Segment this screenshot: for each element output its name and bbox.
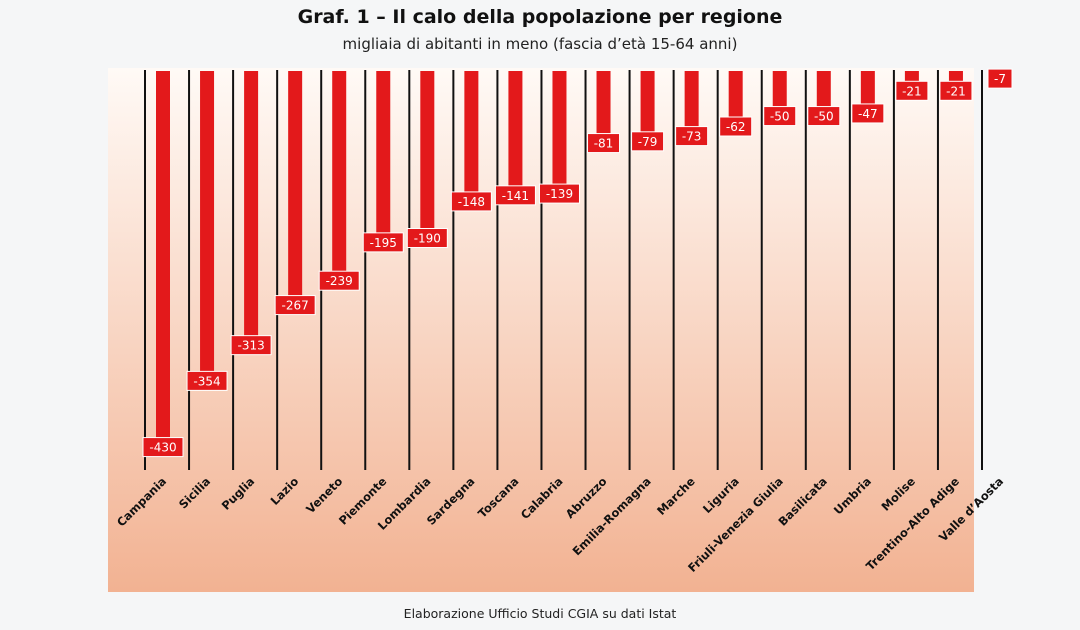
bar-veneto — [332, 71, 347, 280]
value-label: -239 — [326, 274, 353, 288]
value-label: -47 — [858, 107, 878, 121]
value-label-box — [142, 437, 184, 458]
bar-liguria — [728, 71, 743, 126]
value-label: -21 — [946, 84, 966, 98]
value-label: -139 — [546, 187, 573, 201]
value-label-box — [406, 228, 448, 249]
value-label: -141 — [502, 189, 529, 203]
value-label-box — [987, 68, 1013, 89]
value-label: -73 — [682, 130, 702, 144]
value-label: -430 — [149, 441, 176, 455]
bar-calabria — [552, 71, 567, 193]
value-label-box — [719, 116, 753, 137]
value-label: -190 — [414, 232, 441, 246]
bar-marche — [684, 71, 699, 135]
value-label-box — [675, 126, 709, 147]
bar-umbria — [860, 71, 875, 112]
value-label: -81 — [594, 137, 614, 151]
bar-basilicata — [816, 71, 831, 115]
value-label-box — [450, 191, 492, 212]
value-label-box — [807, 106, 841, 127]
value-label-box — [895, 80, 929, 101]
value-label: -79 — [638, 135, 658, 149]
value-label: -7 — [994, 72, 1006, 86]
value-label-box — [230, 335, 272, 356]
bar-sicilia — [200, 71, 215, 380]
chart-title: Graf. 1 – Il calo della popolazione per … — [297, 6, 783, 28]
value-label-box — [274, 295, 316, 316]
bar-friuli-venezia-giulia — [772, 71, 787, 115]
value-label-box — [362, 232, 404, 253]
value-label: -195 — [370, 236, 397, 250]
value-label: -354 — [193, 374, 220, 388]
value-label-box — [587, 133, 621, 154]
value-label: -148 — [458, 195, 485, 209]
bar-puglia — [244, 71, 259, 344]
bar-piemonte — [376, 71, 391, 241]
value-label-box — [851, 103, 885, 124]
value-label: -62 — [726, 120, 746, 134]
value-label: -313 — [237, 339, 264, 353]
value-label-box — [939, 80, 973, 101]
bar-sardegna — [464, 71, 479, 200]
value-label: -50 — [770, 110, 790, 124]
chart-subtitle: migliaia di abitanti in meno (fascia d’e… — [342, 35, 738, 53]
bar-emilia-romagna — [640, 71, 655, 140]
value-label-box — [318, 270, 360, 291]
value-label: -50 — [814, 110, 834, 124]
value-label-box — [186, 370, 228, 391]
bar-abruzzo — [596, 71, 611, 142]
value-label-box — [631, 131, 665, 152]
bar-toscana — [508, 71, 523, 194]
bar-lazio — [288, 71, 303, 304]
value-label-box — [538, 183, 580, 204]
value-label: -267 — [282, 299, 309, 313]
value-label: -21 — [902, 84, 922, 98]
bar-lombardia — [420, 71, 435, 237]
value-label-box — [494, 185, 536, 206]
chart-source: Elaborazione Ufficio Studi CGIA su dati … — [403, 606, 677, 621]
value-label-box — [763, 106, 797, 127]
bar-campania — [156, 71, 170, 446]
